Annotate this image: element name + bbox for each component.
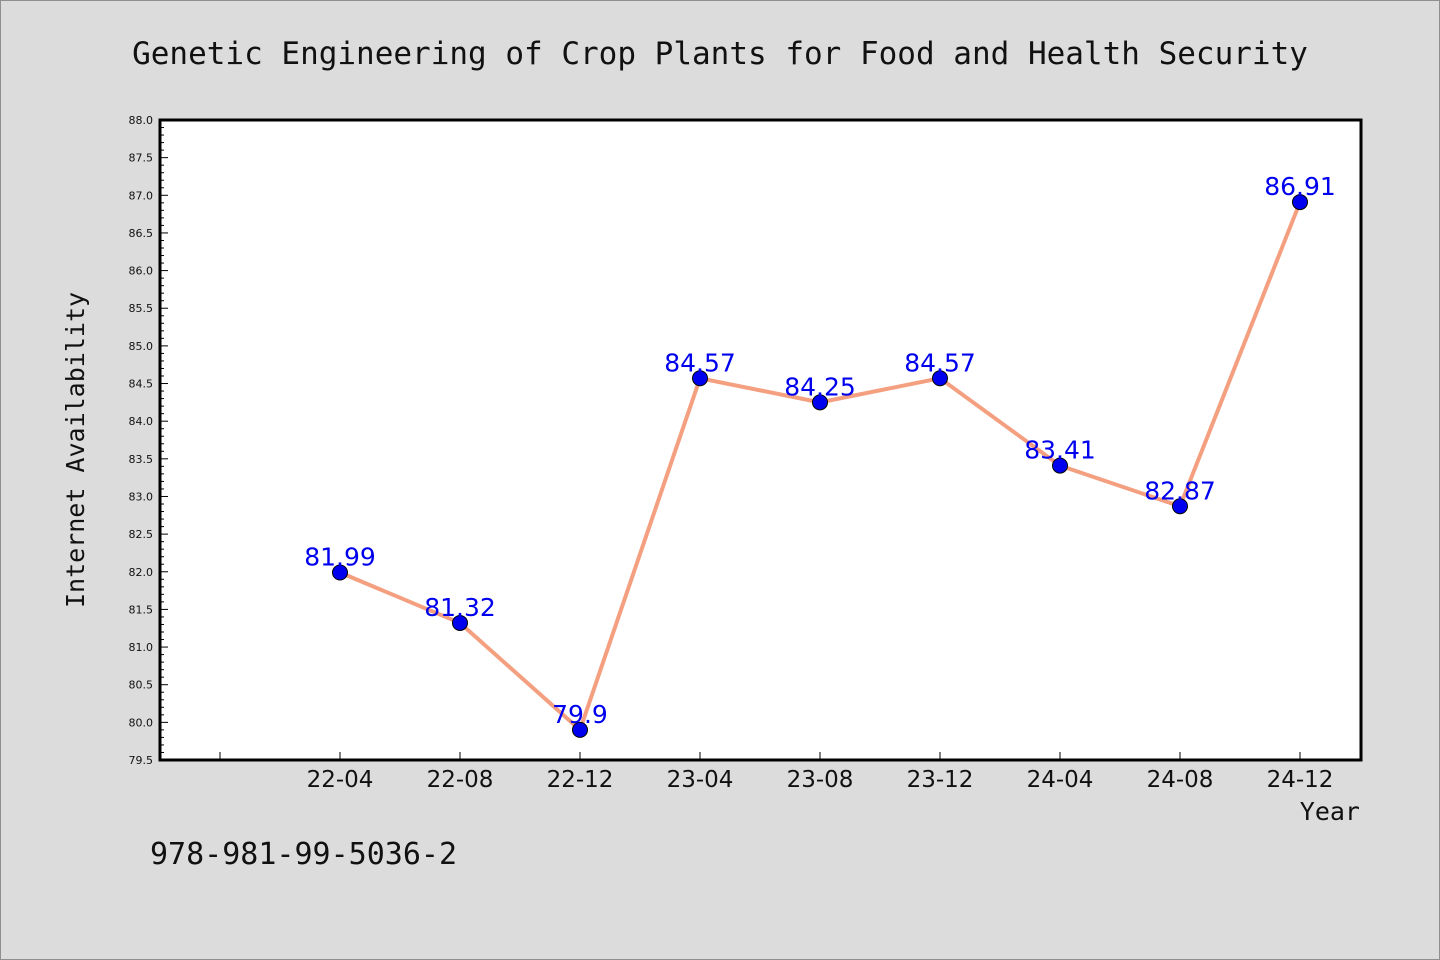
x-axis: 22-04 22-08 22-12 23-04 23-08 23-12 24-04 24-08… bbox=[219, 752, 1334, 793]
x-tick-label: 24-08 bbox=[1147, 767, 1214, 793]
data-point bbox=[812, 394, 828, 411]
y-tick-label: 87.0 bbox=[129, 189, 154, 202]
y-tick-label: 81.5 bbox=[129, 603, 154, 616]
y-tick-label: 85.0 bbox=[129, 340, 154, 353]
y-tick-label: 86.0 bbox=[129, 265, 154, 278]
data-label: 84.57 bbox=[904, 348, 976, 377]
data-markers bbox=[332, 194, 1308, 738]
plot-area bbox=[158, 118, 1363, 762]
y-axis-title: Internet Availability bbox=[61, 292, 90, 608]
data-point bbox=[692, 370, 708, 387]
data-label: 79.9 bbox=[552, 700, 608, 729]
isbn-text: 978-981-99-5036-2 bbox=[150, 837, 457, 872]
data-label: 81.99 bbox=[304, 543, 376, 572]
x-tick-label: 23-12 bbox=[907, 767, 974, 793]
y-tick-label: 87.5 bbox=[129, 152, 154, 165]
x-axis-title: Year bbox=[1300, 797, 1360, 826]
data-point bbox=[332, 564, 348, 581]
x-tick-label: 24-04 bbox=[1027, 767, 1094, 793]
y-tick-label: 88.0 bbox=[129, 114, 154, 127]
y-tick-label: 79.5 bbox=[129, 754, 154, 767]
y-tick-label: 85.5 bbox=[129, 302, 154, 315]
chart-title: Genetic Engineering of Crop Plants for F… bbox=[132, 36, 1308, 72]
data-point bbox=[1172, 498, 1188, 515]
data-label: 86.91 bbox=[1264, 172, 1336, 201]
data-label: 81.32 bbox=[424, 593, 496, 622]
data-point bbox=[1292, 194, 1308, 211]
data-point bbox=[932, 370, 948, 387]
y-tick-label: 81.0 bbox=[129, 641, 154, 654]
x-tick-label: 22-04 bbox=[307, 767, 374, 793]
x-tick-label: 24-12 bbox=[1267, 767, 1334, 793]
data-label: 84.57 bbox=[664, 348, 736, 377]
data-label: 84.25 bbox=[784, 372, 856, 401]
x-tick-label: 23-08 bbox=[787, 767, 854, 793]
y-tick-label: 82.5 bbox=[129, 528, 154, 541]
y-tick-label: 80.5 bbox=[129, 679, 154, 692]
data-point bbox=[1052, 457, 1068, 474]
y-tick-label: 83.5 bbox=[129, 453, 154, 466]
y-tick-label: 80.0 bbox=[129, 716, 154, 729]
data-labels: 81.99 81.32 79.9 84.57 84.25 84.57 83.41 82.87 8… bbox=[304, 172, 1336, 729]
data-label: 83.41 bbox=[1024, 436, 1096, 465]
y-tick-label: 84.5 bbox=[129, 378, 154, 391]
x-tick-label: 23-04 bbox=[667, 767, 734, 793]
x-tick-label: 22-12 bbox=[547, 767, 614, 793]
y-tick-label: 82.0 bbox=[129, 566, 154, 579]
data-point bbox=[572, 721, 588, 738]
data-point bbox=[452, 614, 468, 631]
y-axis: 79.5 80.0 80.5 81.0 81.5 82.0 82.5 83.0 83.5 84.0… bbox=[129, 114, 168, 767]
y-tick-label: 86.5 bbox=[129, 227, 154, 240]
data-label: 82.87 bbox=[1144, 476, 1216, 505]
y-tick-label: 83.0 bbox=[129, 490, 154, 503]
x-tick-label: 22-08 bbox=[427, 767, 494, 793]
y-tick-label: 84.0 bbox=[129, 415, 154, 428]
